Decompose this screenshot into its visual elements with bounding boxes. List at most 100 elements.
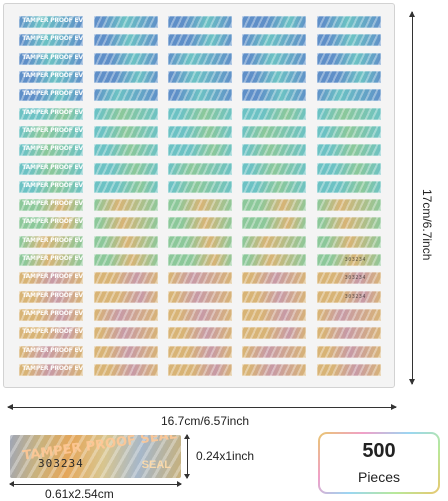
sample-sticker-serial: 303234 — [38, 457, 84, 470]
sticker-text: TAMPER PROOF EVIDENT — [22, 108, 83, 116]
sticker — [242, 180, 307, 193]
sticker — [168, 162, 232, 175]
sticker-text: TAMPER PROOF EVIDENT — [22, 309, 83, 317]
sticker — [316, 162, 381, 175]
sticker-text: TAMPER PROOF EVIDENT — [22, 291, 83, 299]
sticker — [93, 180, 158, 193]
sticker: TAMPER PROOF EVIDENT — [19, 34, 84, 47]
sticker — [316, 363, 381, 376]
sticker — [168, 345, 232, 358]
sticker: 303234 — [316, 290, 381, 303]
sample-sticker: TAMPER PROOF SEAL 303234 SEAL — [10, 435, 181, 478]
sticker — [242, 162, 307, 175]
sticker — [93, 162, 158, 175]
sticker-text: TAMPER PROOF EVIDENT — [22, 181, 83, 189]
sticker — [93, 34, 158, 47]
sticker: TAMPER PROOF EVIDENT — [19, 363, 84, 376]
sticker — [316, 125, 381, 138]
sticker: TAMPER PROOF EVIDENT — [19, 199, 84, 212]
sticker: TAMPER PROOF EVIDENT — [19, 272, 84, 285]
sticker: TAMPER PROOF EVIDENT — [19, 345, 84, 358]
sticker — [316, 217, 381, 230]
sticker — [242, 34, 307, 47]
sticker — [242, 363, 307, 376]
sticker — [93, 217, 158, 230]
sticker — [168, 107, 232, 120]
quantity-count: 500 — [362, 440, 396, 462]
sticker — [316, 235, 381, 248]
sticker — [242, 107, 307, 120]
sticker — [93, 16, 158, 29]
width-dimension-line — [7, 404, 397, 410]
sticker — [242, 89, 307, 102]
sample-sticker-seal: SEAL — [141, 459, 171, 471]
sticker — [168, 217, 232, 230]
sticker: 303234 — [316, 272, 381, 285]
sticker — [168, 34, 232, 47]
sticker-text: TAMPER PROOF EVIDENT — [22, 236, 83, 244]
sticker — [316, 107, 381, 120]
sticker — [242, 217, 307, 230]
sticker-text: TAMPER PROOF EVIDENT — [22, 72, 83, 80]
sticker: TAMPER PROOF EVIDENT — [19, 308, 84, 321]
sticker — [93, 52, 158, 65]
sticker — [93, 235, 158, 248]
sticker — [168, 89, 232, 102]
sticker — [93, 107, 158, 120]
sticker-serial: 303234 — [344, 293, 366, 300]
sticker — [93, 363, 158, 376]
sticker — [316, 345, 381, 358]
sticker — [316, 180, 381, 193]
sticker-text: TAMPER PROOF EVIDENT — [22, 200, 83, 208]
sticker: TAMPER PROOF EVIDENT — [19, 217, 84, 230]
sticker: 303234 — [316, 254, 381, 267]
sticker — [93, 308, 158, 321]
sticker-text: TAMPER PROOF EVIDENT — [22, 346, 83, 354]
sticker-text: TAMPER PROOF EVIDENT — [22, 218, 83, 226]
sticker — [168, 254, 232, 267]
sticker — [93, 125, 158, 138]
sticker — [93, 272, 158, 285]
sticker-text: TAMPER PROOF EVIDENT — [22, 255, 83, 263]
sticker — [316, 52, 381, 65]
sticker-height-line — [184, 434, 190, 479]
sticker — [168, 52, 232, 65]
sticker: TAMPER PROOF EVIDENT — [19, 89, 84, 102]
sticker-text: TAMPER PROOF EVIDENT — [22, 273, 83, 281]
sticker — [316, 308, 381, 321]
sticker — [93, 327, 158, 340]
sticker — [93, 199, 158, 212]
height-dimension-label: 17cm/6.7inch — [420, 189, 434, 261]
sticker — [168, 272, 232, 285]
sticker-serial: 303234 — [344, 257, 366, 264]
sticker — [242, 327, 307, 340]
sticker — [93, 345, 158, 358]
sticker — [242, 144, 307, 157]
sticker-sheet: TAMPER PROOF EVIDENT TAMPER PROOF EVIDENT… — [3, 3, 395, 388]
sticker-width-label: 0.61x2.54cm — [45, 487, 114, 501]
quantity-badge: 500 Pieces — [318, 432, 440, 494]
sticker — [168, 235, 232, 248]
sticker — [93, 254, 158, 267]
sticker-text: TAMPER PROOF EVIDENT — [22, 90, 83, 98]
sticker: TAMPER PROOF EVIDENT — [19, 107, 84, 120]
sticker-text: TAMPER PROOF EVIDENT — [22, 17, 83, 25]
sticker-grid: TAMPER PROOF EVIDENT TAMPER PROOF EVIDENT… — [14, 13, 386, 379]
sticker: TAMPER PROOF EVIDENT — [19, 125, 84, 138]
sticker — [316, 34, 381, 47]
sticker: TAMPER PROOF EVIDENT — [19, 71, 84, 84]
sticker-text: TAMPER PROOF EVIDENT — [22, 328, 83, 336]
sticker — [242, 71, 307, 84]
sticker — [316, 327, 381, 340]
sticker: TAMPER PROOF EVIDENT — [19, 327, 84, 340]
sticker-text: TAMPER PROOF EVIDENT — [22, 364, 83, 372]
sticker-text: TAMPER PROOF EVIDENT — [22, 53, 83, 61]
sticker — [242, 16, 307, 29]
sticker — [316, 16, 381, 29]
sticker-height-label: 0.24x1inch — [196, 449, 255, 463]
sticker — [168, 363, 232, 376]
sticker — [316, 89, 381, 102]
sticker — [168, 144, 232, 157]
sticker — [168, 71, 232, 84]
sticker — [242, 199, 307, 212]
